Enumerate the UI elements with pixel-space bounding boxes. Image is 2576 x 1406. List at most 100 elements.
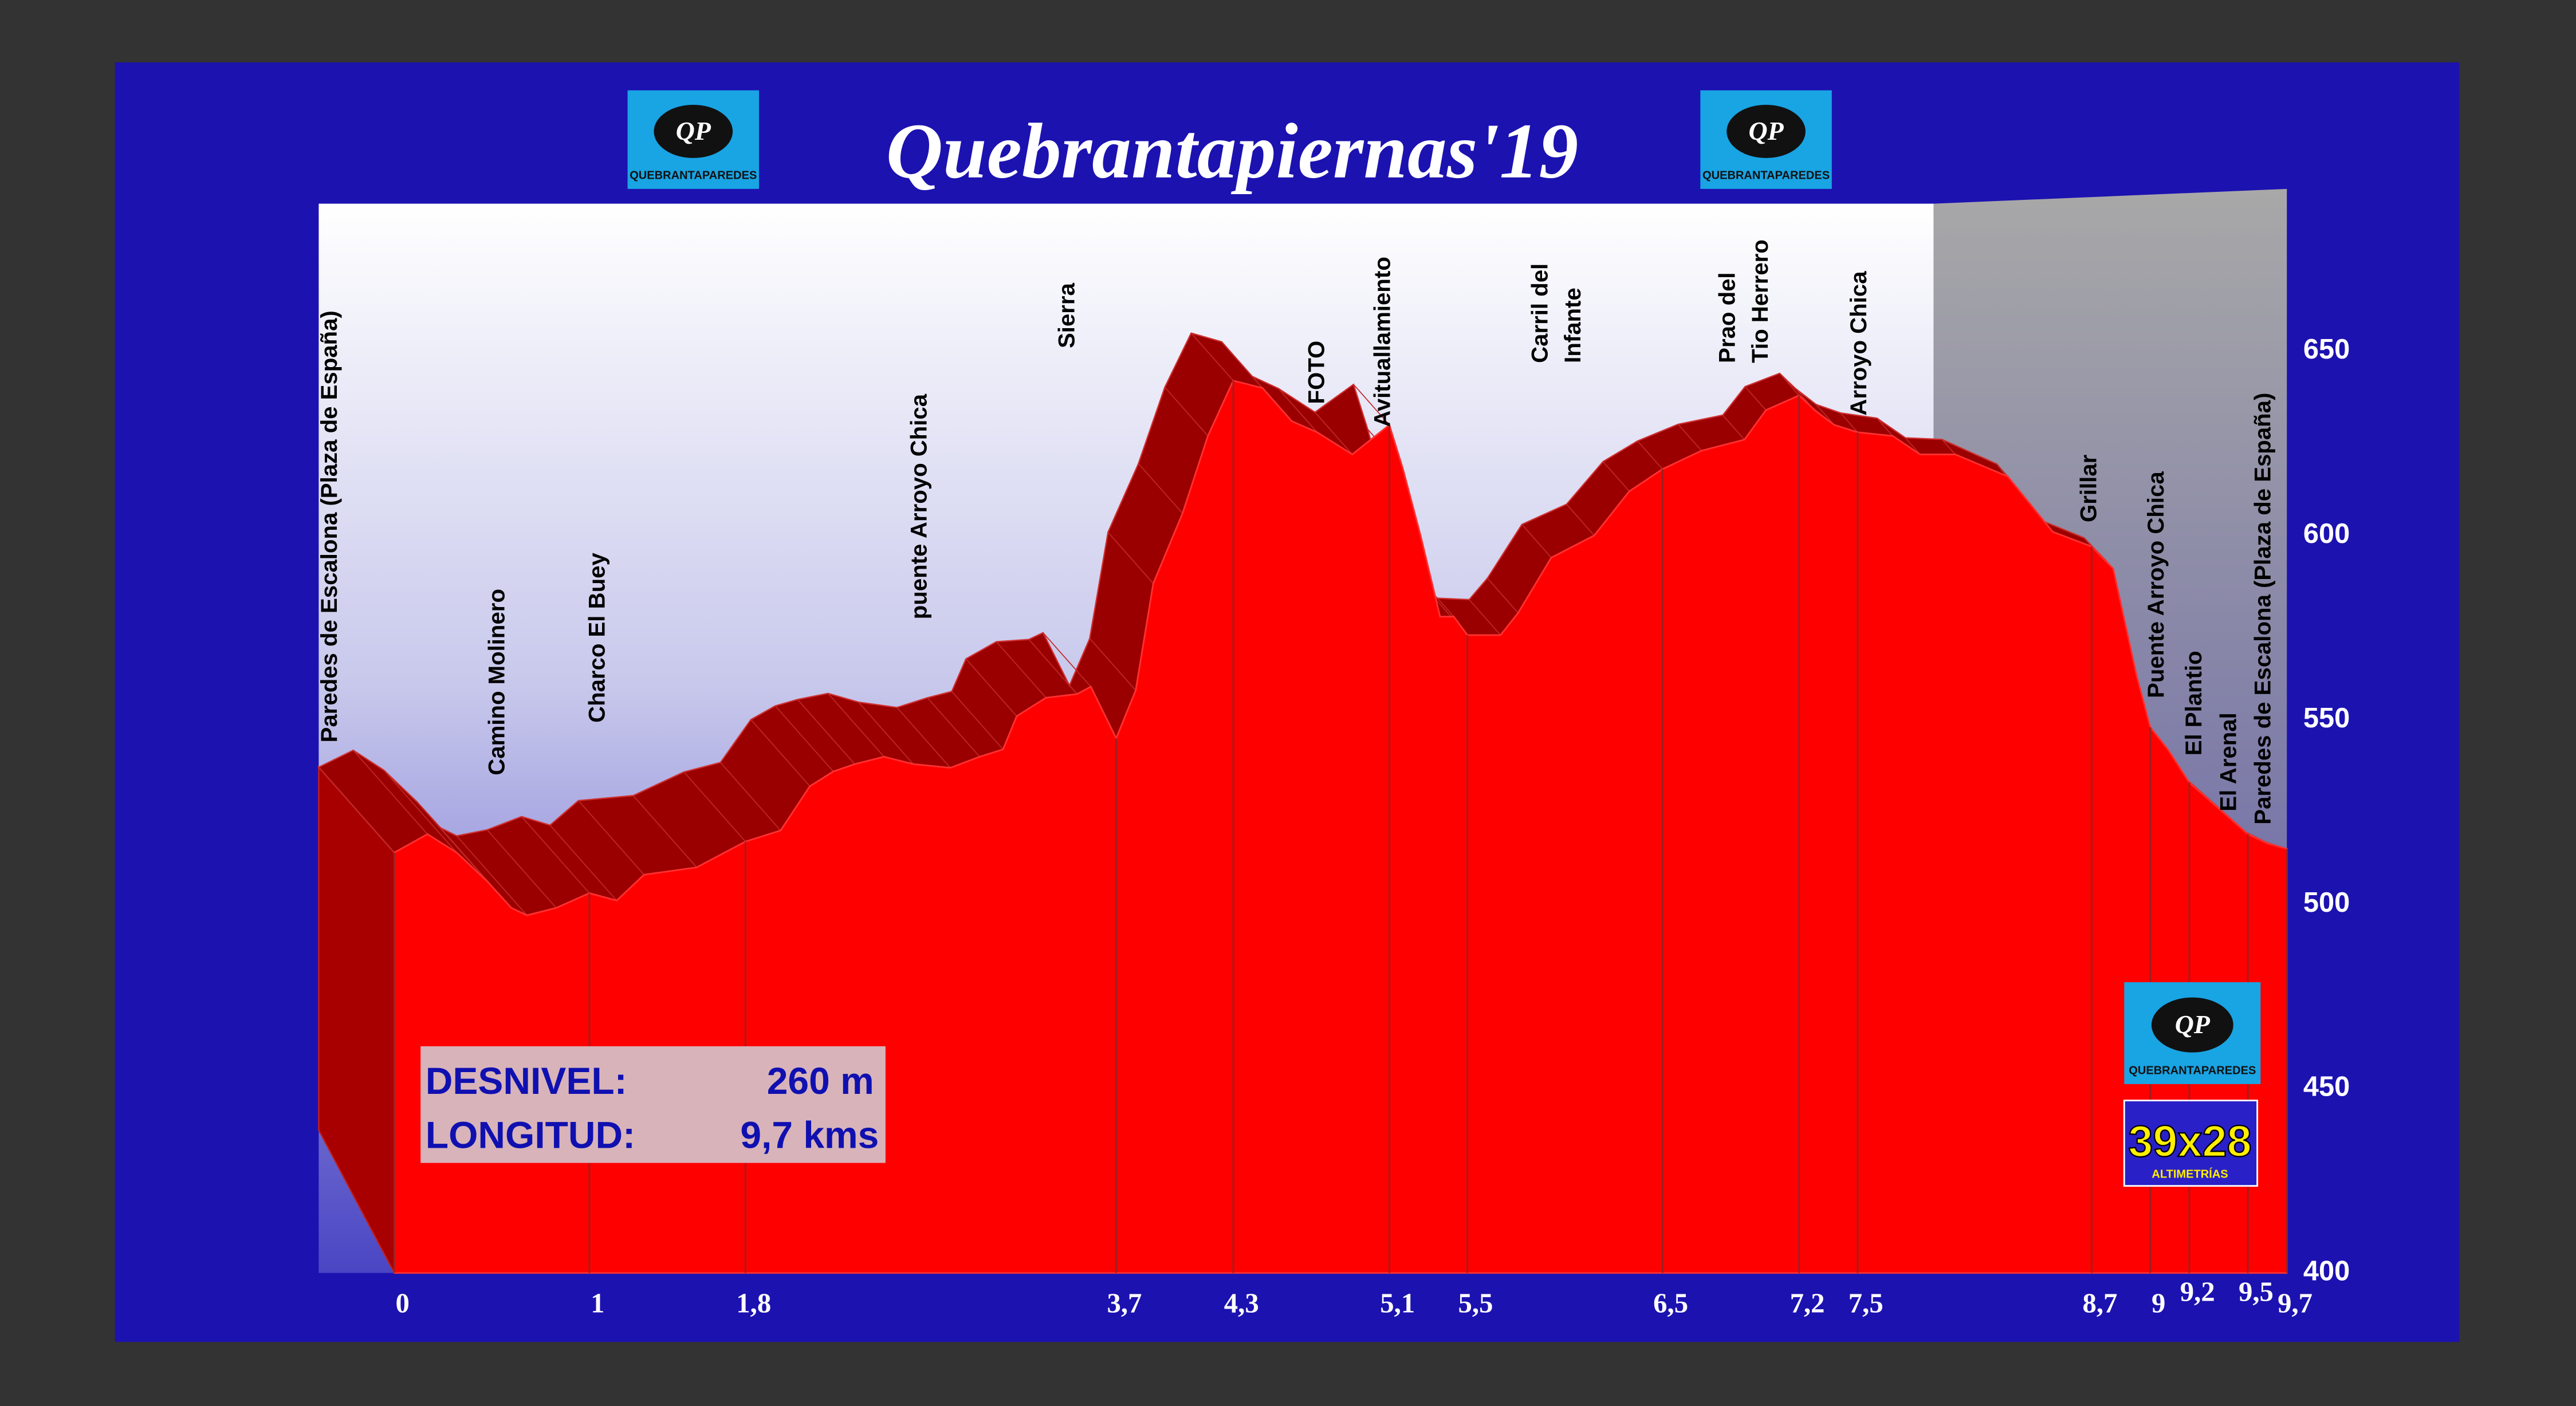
ridge-line [1107, 531, 1154, 584]
summary-value: 9,7 kms [740, 1114, 879, 1156]
badge-number: 39x28 [2128, 1117, 2251, 1166]
ridge-line [774, 705, 834, 772]
waypoint-label: Carril del [1527, 263, 1553, 363]
logo-text: QP [2175, 1010, 2211, 1039]
ridge-line [1779, 373, 1800, 396]
ridge-line [720, 762, 781, 831]
waypoint-label: Avituallamiento [1369, 257, 1395, 427]
ridge-line [486, 829, 557, 908]
x-tick-label: 1,8 [736, 1288, 771, 1319]
y-tick-label: 400 [2303, 1256, 2350, 1287]
logo-text: QP [1749, 116, 1784, 145]
ridge-line [1469, 599, 1501, 636]
logo-caption: QUEBRANTAPAREDES [2129, 1065, 2256, 1077]
ridge-line [1566, 503, 1595, 536]
ridge-line [632, 795, 697, 868]
waypoint-label: Tio Herrero [1747, 239, 1773, 363]
ridge-line [683, 771, 746, 842]
waypoint-label: Puente Arroyo Chica [2143, 471, 2169, 698]
ridge-line [1486, 578, 1519, 613]
ridge-line [549, 825, 618, 901]
ridge-line [1905, 437, 1921, 455]
waypoint-label: Prao del [1714, 272, 1740, 363]
ridge-line [1138, 463, 1183, 514]
ridge-line [1043, 632, 1091, 687]
ridge-line [1602, 461, 1630, 492]
ridge-line [1164, 387, 1209, 436]
ridge-line [1744, 386, 1767, 411]
y-tick-label: 600 [2303, 518, 2350, 549]
waypoint-label: El Plantio [2181, 651, 2207, 755]
waypoint-label: Camino Molinero [483, 589, 509, 775]
ridge-line [965, 658, 1017, 717]
logos: QP QUEBRANTAPAREDES QP QUEBRANTAPAREDES QP QU… [627, 90, 2261, 1084]
ridge-line [1278, 388, 1318, 433]
x-tick-label: 5,1 [1380, 1288, 1415, 1319]
waypoint-label: El Arenal [2215, 712, 2241, 812]
ridge-line [797, 699, 855, 765]
waypoint-label: FOTO [1304, 341, 1330, 404]
ridge-line [1996, 463, 2008, 477]
y-tick-label: 500 [2303, 887, 2350, 918]
x-tick-label: 3,7 [1107, 1288, 1142, 1319]
waypoint-label: Arroyo Chica [1846, 271, 1871, 416]
x-tick-label: 7,2 [1790, 1288, 1825, 1319]
waypoint-label: Paredes de Escalona (Plaza de España) [316, 310, 342, 742]
ridge-line [927, 697, 980, 757]
waypoint-label: Charco El Buey [584, 553, 609, 723]
summary-box [420, 1046, 886, 1163]
waypoint-label: Sierra [1054, 283, 1080, 348]
chart-title: Quebrantapiernas'19 [886, 107, 1579, 195]
ridge-line [1353, 384, 1390, 426]
logo-splash [1726, 104, 1806, 158]
ridge-line [2083, 537, 2093, 547]
summary-label: LONGITUD: [426, 1114, 635, 1156]
summary-value: 260 m [767, 1060, 874, 1102]
logo-text: QP [676, 116, 711, 145]
ridge-line [383, 769, 457, 853]
waypoint-label: Infante [1560, 287, 1586, 363]
logo-caption: QUEBRANTAPAREDES [1702, 170, 1830, 182]
y-tick-label: 450 [2303, 1072, 2350, 1102]
ridge-line [896, 707, 951, 769]
ridge-line [1677, 424, 1702, 451]
waypoint-label: puente Arroyo Chica [906, 393, 932, 619]
ridge-line [1840, 412, 1858, 433]
ridge-line [1314, 412, 1353, 455]
logo-splash [2151, 997, 2233, 1053]
x-tick-label: 5,5 [1458, 1288, 1493, 1319]
y-tick-label: 550 [2303, 703, 2350, 734]
ridge-line [1089, 638, 1136, 691]
x-tick-label: 4,3 [1224, 1288, 1259, 1319]
logo-splash [654, 104, 733, 158]
ridge-line [1190, 333, 1234, 381]
ridge-line [318, 767, 395, 853]
badge [2123, 1100, 2259, 1187]
x-tick-label: 9,5 [2239, 1276, 2274, 1307]
ridge-line [750, 719, 811, 787]
ridge-line [1722, 415, 1745, 440]
badge-caption: ALTIMETRÍAS [2152, 1167, 2228, 1180]
ridge-line [352, 750, 428, 835]
waypoint-label: Paredes de Escalona (Plaza de España) [2250, 393, 2276, 825]
ridge-line [1941, 439, 1956, 455]
x-tick-label: 1 [591, 1288, 604, 1319]
ridge-line [578, 800, 644, 875]
x-tick-label: 0 [395, 1288, 409, 1319]
waypoint-label: Grillar [2076, 454, 2102, 522]
x-tick-label: 7,5 [1849, 1288, 1883, 1319]
y-tick-label: 650 [2303, 334, 2350, 365]
ridge-line [996, 641, 1047, 698]
ridge-line [951, 691, 1004, 750]
x-tick-label: 6,5 [1653, 1288, 1688, 1319]
x-tick-label: 9,2 [2180, 1276, 2215, 1307]
ridge-line [858, 702, 914, 765]
ridge-line [827, 693, 884, 757]
summary-label: DESNIVEL: [426, 1060, 627, 1102]
x-tick-label: 9,7 [2278, 1288, 2312, 1319]
ridge-line [1521, 524, 1552, 558]
ridge-line [1877, 418, 1893, 436]
ridge-line [1815, 404, 1835, 426]
